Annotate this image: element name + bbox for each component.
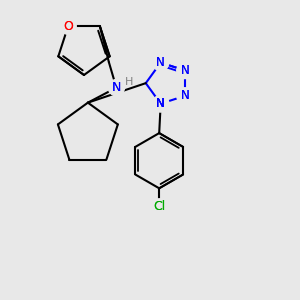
Text: Cl: Cl: [153, 200, 165, 213]
Circle shape: [177, 62, 193, 79]
Text: H: H: [125, 77, 133, 87]
Circle shape: [60, 18, 76, 34]
Text: Cl: Cl: [153, 200, 165, 213]
Text: N: N: [156, 56, 165, 69]
Circle shape: [153, 96, 169, 112]
Text: N: N: [181, 64, 189, 77]
Text: N: N: [181, 89, 189, 102]
Text: N: N: [181, 64, 189, 77]
Text: N: N: [156, 97, 165, 110]
Text: O: O: [63, 20, 73, 33]
Circle shape: [177, 88, 193, 104]
Circle shape: [153, 55, 169, 71]
Text: N: N: [156, 97, 165, 110]
Text: N: N: [156, 56, 165, 69]
Text: N: N: [112, 81, 121, 94]
Text: N: N: [156, 97, 165, 110]
Circle shape: [153, 96, 169, 112]
Text: N: N: [156, 97, 165, 110]
Circle shape: [108, 80, 124, 96]
Text: N: N: [112, 81, 121, 94]
Circle shape: [151, 199, 167, 215]
Text: N: N: [181, 89, 189, 102]
Text: O: O: [63, 20, 73, 33]
